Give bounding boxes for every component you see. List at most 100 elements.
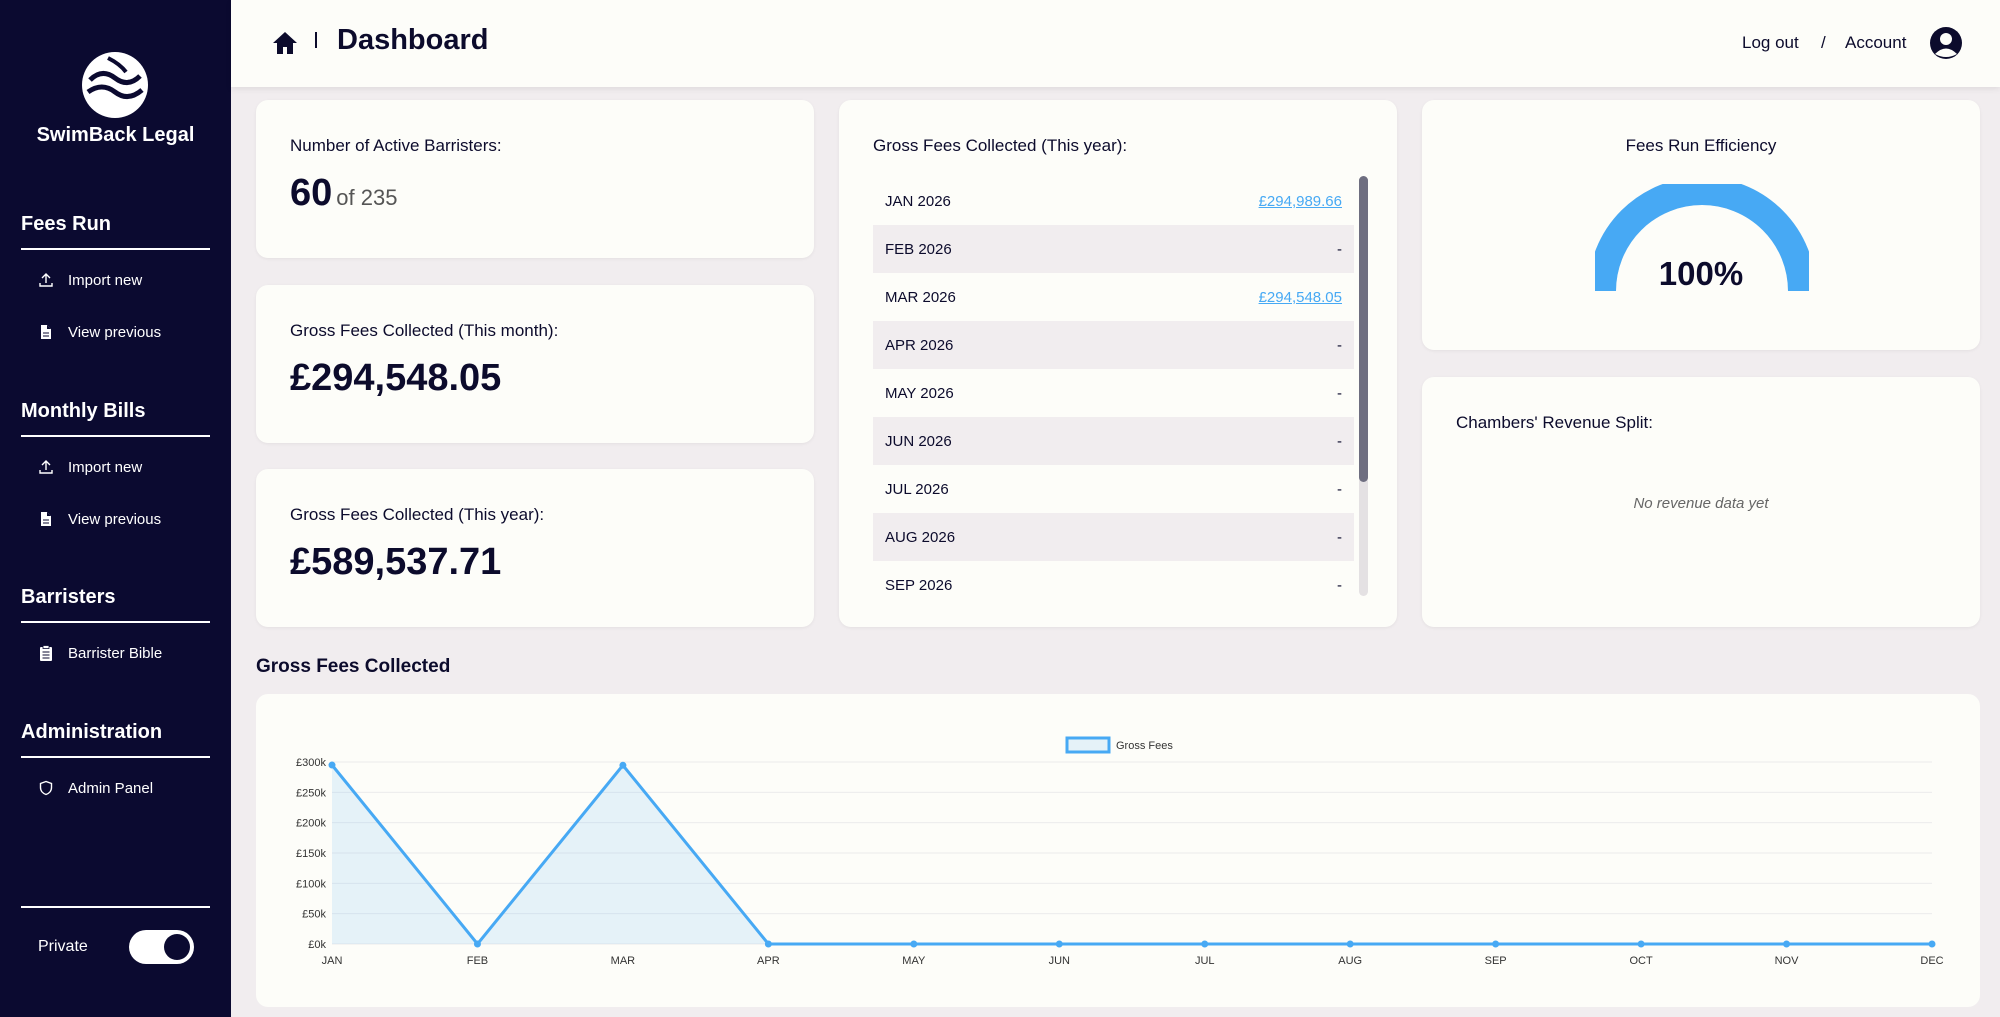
header: Dashboard Log out / Account: [231, 0, 2000, 87]
x-tick-label: MAR: [611, 955, 636, 967]
y-tick-label: £50k: [302, 909, 326, 921]
data-point: [1637, 940, 1645, 948]
brand-name: SwimBack Legal: [36, 124, 195, 146]
nav-section-title: Fees Run: [21, 213, 210, 250]
x-tick-label: DEC: [1920, 955, 1943, 967]
card-label: Gross Fees Collected (This year):: [873, 136, 1128, 155]
month-row: AUG 2026 -: [873, 513, 1354, 561]
nav-item-admin-panel[interactable]: Admin Panel: [21, 762, 210, 814]
revenue-split-card: Chambers' Revenue Split: No revenue data…: [1422, 377, 1980, 627]
active-barristers-count: 60: [290, 172, 333, 214]
scrollbar-thumb[interactable]: [1359, 176, 1368, 482]
month-row: FEB 2026 -: [873, 225, 1354, 273]
data-point: [1492, 940, 1500, 948]
fees-run-efficiency-card: Fees Run Efficiency 100%: [1422, 100, 1980, 350]
month-amount: -: [1337, 528, 1342, 546]
month-label: JUL 2026: [885, 480, 949, 498]
month-label: MAR 2026: [885, 288, 956, 306]
month-row: JUN 2026 -: [873, 417, 1354, 465]
gross-fees-line-chart: £0k £50k £100k £150k £200k £250k £300k JAN FEB MA…: [296, 736, 1944, 967]
y-tick-label: £250k: [296, 787, 326, 799]
y-tick-label: £150k: [296, 848, 326, 860]
nav-item-label: Import new: [68, 271, 143, 289]
nav-item-label: View previous: [68, 510, 162, 528]
logout-link[interactable]: Log out: [1742, 33, 1799, 52]
clipboard-icon: [40, 645, 52, 661]
nav-section-fees-run: Fees Run Import new View previous: [21, 213, 210, 358]
account-link[interactable]: Account: [1845, 33, 1907, 52]
card-value: £589,537.71: [290, 541, 502, 583]
month-list[interactable]: JAN 2026 £294,989.66 FEB 2026 - MAR 2026 £294…: [873, 177, 1354, 595]
upload-icon: [39, 273, 53, 287]
header-separator: [315, 32, 317, 48]
toggle-knob: [164, 934, 190, 960]
x-tick-label: SEP: [1485, 955, 1507, 967]
month-amount-link[interactable]: £294,989.66: [1258, 192, 1342, 210]
page-title: Dashboard: [337, 24, 489, 56]
month-row: APR 2026 -: [873, 321, 1354, 369]
nav-item-monthly-bills-view-previous[interactable]: View previous: [21, 493, 210, 545]
data-point: [1783, 940, 1791, 948]
private-toggle[interactable]: [129, 930, 194, 964]
sidebar: SwimBack Legal Fees Run Import new View …: [0, 0, 231, 1017]
y-tick-label: £0k: [308, 939, 326, 951]
card-label: Number of Active Barristers:: [290, 136, 502, 155]
data-point: [328, 761, 336, 769]
data-point: [1201, 940, 1209, 948]
month-list-scrollbar[interactable]: [1359, 176, 1368, 596]
efficiency-gauge: [1595, 184, 1809, 292]
nav-item-label: Admin Panel: [68, 779, 154, 797]
card-label: Chambers' Revenue Split:: [1456, 413, 1653, 432]
card-value: £294,548.05: [290, 357, 502, 399]
month-row: MAY 2026 -: [873, 369, 1354, 417]
month-label: JAN 2026: [885, 192, 951, 210]
month-label: APR 2026: [885, 336, 954, 354]
x-tick-label: MAY: [902, 955, 926, 967]
x-tick-label: OCT: [1629, 955, 1653, 967]
data-point: [473, 940, 481, 948]
upload-icon: [39, 460, 53, 474]
month-row: MAR 2026 £294,548.05: [873, 273, 1354, 321]
data-point: [910, 940, 918, 948]
data-point: [1928, 940, 1936, 948]
gross-fees-chart-card: £0k £50k £100k £150k £200k £250k £300k JAN FEB MA…: [256, 694, 1980, 1007]
card-label: Gross Fees Collected (This month):: [290, 321, 559, 340]
nav-section-administration: Administration Admin Panel: [21, 721, 210, 814]
x-tick-label: JAN: [322, 955, 343, 967]
y-tick-label: £100k: [296, 878, 326, 890]
gross-fees-month-card: Gross Fees Collected (This month): £294,…: [256, 285, 814, 443]
home-icon[interactable]: [272, 31, 298, 55]
x-tick-label: JUL: [1195, 955, 1215, 967]
nav-section-barristers: Barristers Barrister Bible: [21, 586, 210, 679]
month-row: JUL 2026 -: [873, 465, 1354, 513]
nav-section-title: Monthly Bills: [21, 400, 210, 437]
nav-item-monthly-bills-import-new[interactable]: Import new: [21, 441, 210, 493]
private-label: Private: [38, 938, 88, 955]
nav-item-label: Import new: [68, 458, 143, 476]
nav-item-label: Barrister Bible: [68, 644, 163, 662]
nav-item-label: View previous: [68, 323, 162, 341]
file-icon: [41, 512, 51, 526]
total-barristers: of 235: [336, 185, 398, 210]
nav-item-fees-run-import-new[interactable]: Import new: [21, 254, 210, 306]
month-row: JAN 2026 £294,989.66: [873, 177, 1354, 225]
month-amount-link[interactable]: £294,548.05: [1258, 288, 1342, 306]
month-label: AUG 2026: [885, 528, 956, 546]
x-tick-label: AUG: [1338, 955, 1362, 967]
month-label: FEB 2026: [885, 240, 952, 258]
month-label: MAY 2026: [885, 384, 954, 402]
x-tick-label: APR: [757, 955, 780, 967]
no-revenue-message: No revenue data yet: [1633, 495, 1769, 512]
gross-fees-year-card: Gross Fees Collected (This year): £589,5…: [256, 469, 814, 627]
month-amount: -: [1337, 384, 1342, 402]
gauge-fill: [1595, 184, 1809, 292]
swimback-logo-icon: [82, 52, 148, 118]
nav-item-fees-run-view-previous[interactable]: View previous: [21, 306, 210, 358]
month-amount: -: [1337, 240, 1342, 258]
legend-swatch: [1065, 736, 1111, 754]
nav-item-barrister-bible[interactable]: Barrister Bible: [21, 627, 210, 679]
active-barristers-card: Number of Active Barristers: 60 of 235: [256, 100, 814, 258]
user-avatar-icon[interactable]: [1929, 26, 1963, 60]
card-value: 60 of 235: [290, 172, 397, 215]
card-label: Gross Fees Collected (This year):: [290, 505, 545, 524]
